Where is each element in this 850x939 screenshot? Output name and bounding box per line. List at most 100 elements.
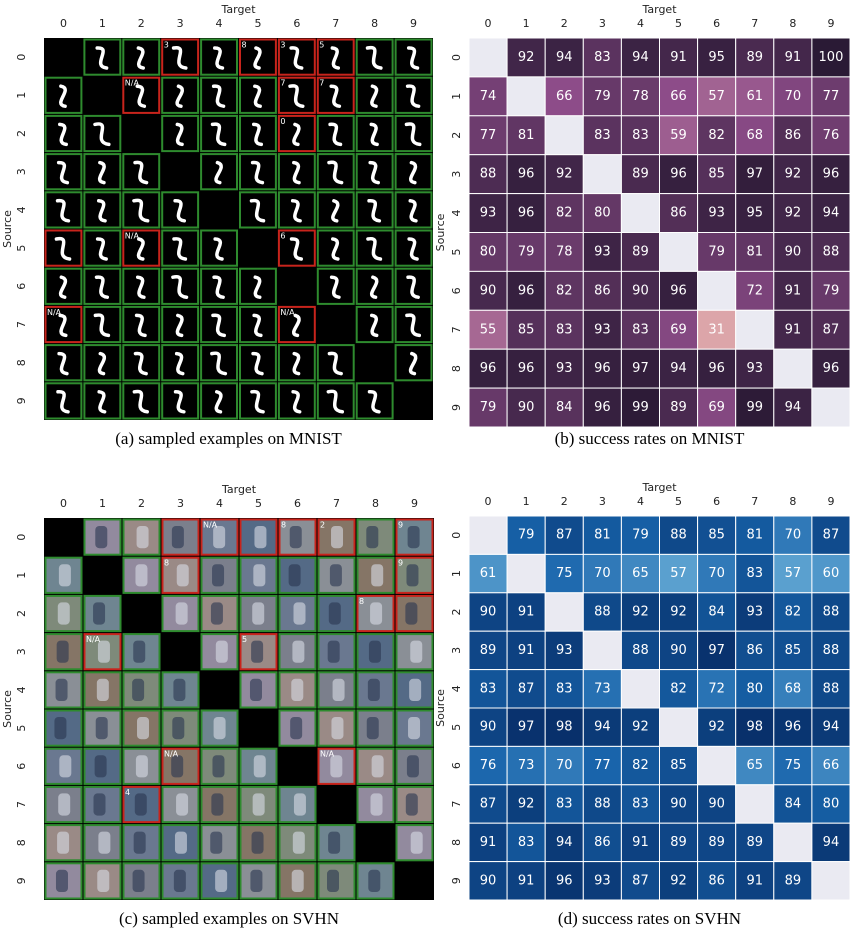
cell-label: 2	[320, 521, 325, 530]
digit-blob	[329, 602, 341, 624]
empty-cell	[545, 116, 583, 155]
value-label: 90	[480, 720, 497, 735]
digit-blob	[371, 564, 383, 586]
cell-label: N/A	[203, 521, 218, 530]
x-axis-label: Target	[220, 3, 256, 16]
value-label: 88	[823, 681, 840, 696]
value-label: 88	[594, 797, 611, 812]
value-label: 98	[746, 720, 763, 735]
value-label: 61	[480, 566, 497, 581]
value-label: 92	[632, 605, 649, 620]
figure: 3835N/A770N/A6N/AN/ATargetSource01234567…	[0, 0, 850, 939]
digit-blob	[95, 755, 107, 777]
value-label: 92	[632, 720, 649, 735]
y-axis-label: Source	[434, 689, 447, 727]
value-label: 85	[708, 167, 725, 182]
digit-blob	[327, 870, 339, 892]
value-label: 93	[708, 206, 725, 221]
value-label: 88	[632, 643, 649, 658]
value-label: 90	[480, 283, 497, 298]
value-label: 85	[708, 528, 725, 543]
digit-blob	[59, 755, 71, 777]
digit-blob	[215, 870, 227, 892]
value-label: 91	[518, 605, 535, 620]
y-tick-label: 7	[450, 801, 463, 808]
x-tick-label: 7	[332, 17, 339, 30]
x-tick-label: 1	[99, 497, 106, 510]
cell-label: N/A	[86, 635, 101, 644]
digit-blob	[212, 755, 224, 777]
digit-blob	[134, 832, 146, 854]
value-label: 89	[708, 835, 725, 850]
cell-label: 0	[280, 117, 285, 126]
value-label: 90	[480, 605, 497, 620]
digit-blob	[97, 679, 109, 701]
digit-blob	[366, 526, 378, 548]
value-label: 68	[746, 128, 763, 143]
value-label: 70	[594, 566, 611, 581]
value-label: 91	[670, 50, 687, 65]
value-label: 88	[594, 605, 611, 620]
y-tick-label: 5	[15, 725, 28, 732]
value-label: 93	[556, 361, 573, 376]
digit-blob	[132, 679, 144, 701]
value-label: 89	[746, 50, 763, 65]
value-label: 97	[708, 643, 725, 658]
value-label: 79	[518, 528, 535, 543]
empty-cell	[698, 271, 736, 310]
value-label: 57	[708, 89, 725, 104]
value-label: 90	[518, 400, 535, 415]
value-label: 88	[823, 643, 840, 658]
digit-blob	[95, 526, 107, 548]
digit-blob	[177, 564, 189, 586]
empty-cell	[774, 349, 812, 388]
value-label: 91	[785, 50, 802, 65]
cell-label: 3	[280, 41, 285, 50]
caption: (c) sampled examples on SVHN	[119, 909, 339, 928]
cell-label: 4	[125, 788, 130, 797]
y-tick-label: 9	[15, 397, 28, 404]
digit-blob	[172, 717, 184, 739]
value-label: 94	[823, 720, 840, 735]
x-tick-label: 2	[138, 17, 145, 30]
digit-blob	[372, 755, 384, 777]
digit-blob	[254, 526, 266, 548]
value-label: 92	[518, 797, 535, 812]
value-label: 77	[594, 758, 611, 773]
y-tick-label: 1	[450, 93, 463, 100]
cell-label: N/A	[280, 308, 295, 317]
digit-blob	[172, 526, 184, 548]
y-tick-label: 9	[15, 877, 28, 884]
y-tick-label: 8	[15, 359, 28, 366]
y-tick-label: 8	[450, 839, 463, 846]
value-label: 89	[632, 244, 649, 259]
x-axis-label: Target	[641, 3, 677, 16]
digit-blob	[56, 679, 68, 701]
value-label: 94	[556, 50, 573, 65]
value-label: 88	[480, 167, 497, 182]
y-axis-label: Source	[1, 690, 14, 728]
digit-blob	[333, 679, 345, 701]
y-tick-label: 6	[450, 762, 463, 769]
value-label: 70	[708, 566, 725, 581]
y-tick-label: 0	[15, 54, 28, 61]
digit-blob	[211, 602, 223, 624]
digit-blob	[252, 832, 264, 854]
value-label: 74	[480, 89, 497, 104]
value-label: 91	[518, 873, 535, 888]
value-label: 82	[785, 605, 802, 620]
digit-blob	[331, 526, 343, 548]
value-label: 92	[556, 167, 573, 182]
digit-blob	[57, 832, 69, 854]
value-label: 87	[632, 873, 649, 888]
digit-blob	[369, 641, 381, 663]
value-label: 98	[556, 720, 573, 735]
x-tick-label: 0	[485, 17, 492, 30]
empty-cell	[545, 593, 583, 631]
x-tick-label: 5	[255, 497, 262, 510]
x-tick-label: 4	[637, 495, 644, 508]
x-tick-label: 4	[216, 17, 223, 30]
value-label: 85	[518, 322, 535, 337]
value-label: 96	[556, 873, 573, 888]
value-label: 96	[823, 361, 840, 376]
